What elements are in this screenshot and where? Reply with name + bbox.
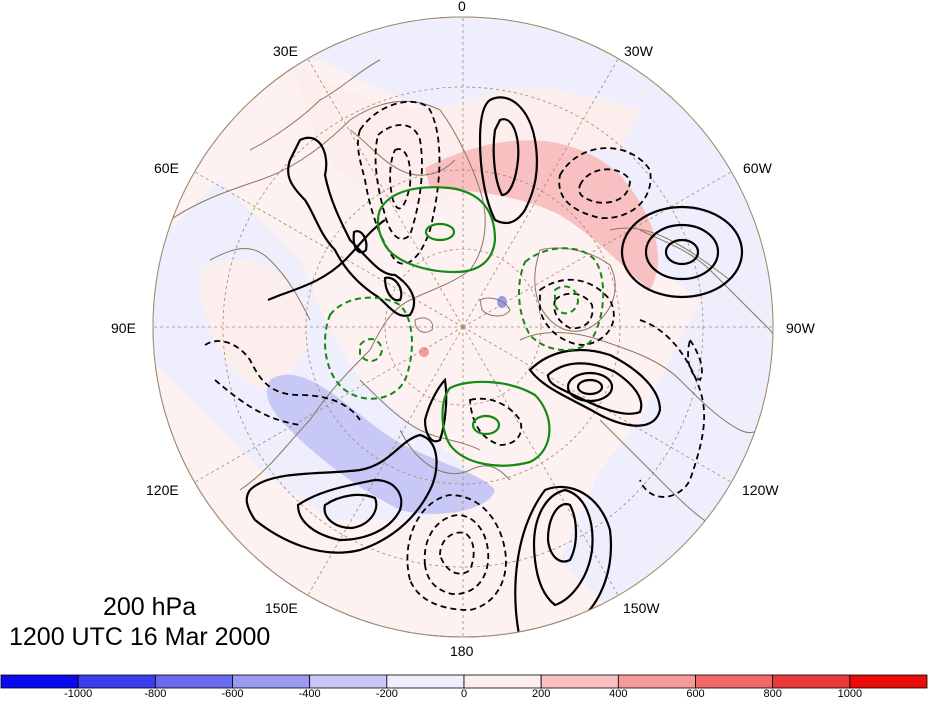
colorbar-swatch [617,674,696,689]
colorbar-tick-label: 0 [460,688,468,700]
lon-label-180: 180 [450,643,474,659]
lon-label-120e: 120E [146,482,179,498]
colorbar-swatch [849,674,928,689]
lon-label-0: 0 [458,0,466,14]
lon-label-30w: 30W [624,43,653,59]
colorbar-tick-label: 200 [531,688,551,700]
lon-label-60w: 60W [743,160,772,176]
lon-label-120w: 120W [742,482,779,498]
contours-green-dashed [324,247,605,400]
colorbar-swatch [386,674,465,689]
lon-label-90w: 90W [786,320,815,336]
map-datetime-title: 1200 UTC 16 Mar 2000 [9,623,271,651]
colorbar-swatch [0,674,79,689]
colorbar-tick-label: 1000 [837,688,863,700]
map-level-title: 200 hPa [103,593,197,621]
colorbar-tick-label: -800 [144,688,167,700]
colorbar-swatch [463,674,542,689]
colorbar-tick-label: -600 [221,688,244,700]
colorbar-tick-label: 800 [763,688,782,700]
colorbar-tick-label: -200 [375,688,398,700]
lon-label-150e: 150E [265,600,298,616]
colorbar-swatch [772,674,851,689]
colorbar-swatch [540,674,619,689]
colorbar [0,674,928,689]
lon-label-60e: 60E [154,160,179,176]
graticule [153,17,773,637]
contours-green [376,186,551,467]
colorbar-swatch [154,674,233,689]
colorbar-tick-label: -400 [298,688,321,700]
colorbar-swatch [695,674,774,689]
lon-label-30e: 30E [273,43,298,59]
colorbar-swatch [77,674,156,689]
colorbar-swatch [232,674,311,689]
contours-black-dashed [204,101,706,611]
coastlines [169,59,773,531]
colorbar-tick-label: -1000 [64,688,93,700]
colorbar-tick-label: 600 [686,688,705,700]
contours-black [245,96,744,637]
colorbar-tick-label: 400 [609,688,628,700]
lon-label-90e: 90E [111,320,136,336]
colorbar-swatch [309,674,388,689]
lon-label-150w: 150W [623,600,660,616]
